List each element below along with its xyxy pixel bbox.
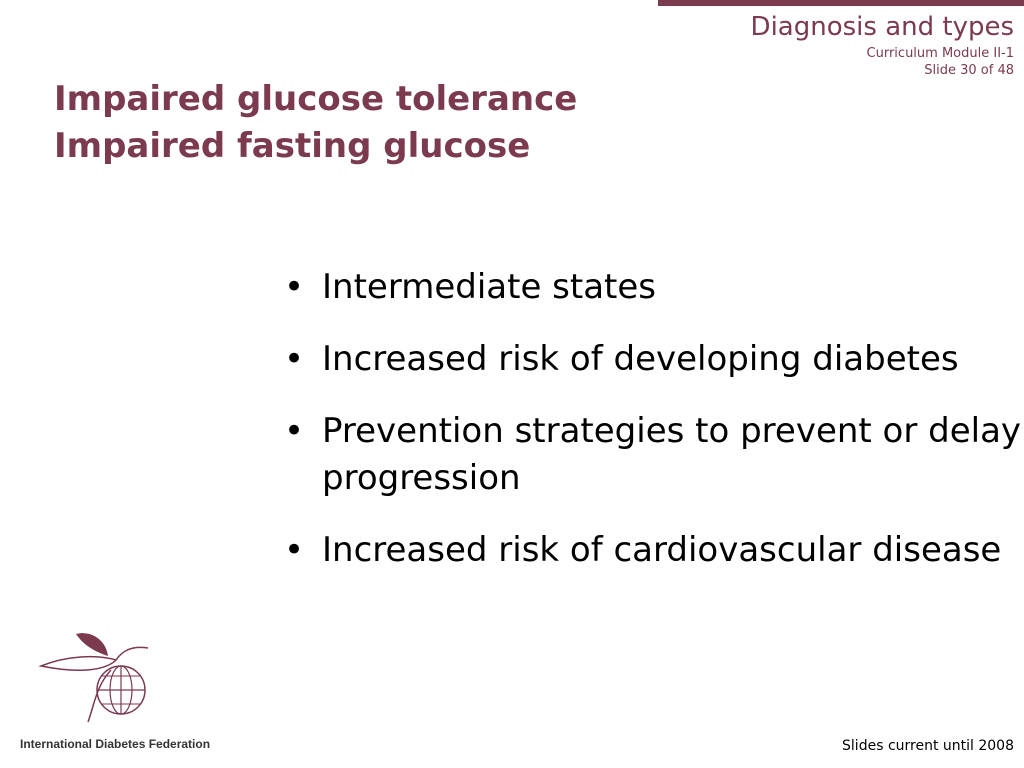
bullet-item: Increased risk of developing diabetes — [284, 336, 1024, 383]
bullet-item: Prevention strategies to prevent or dela… — [284, 408, 1024, 502]
section-title: Diagnosis and types — [750, 12, 1014, 42]
title-line: Impaired glucose tolerance — [54, 79, 578, 119]
bullet-list: Intermediate states Increased risk of dev… — [284, 264, 1024, 599]
slide-title: Impaired glucose tolerance Impaired fast… — [54, 76, 577, 170]
logo — [38, 633, 149, 723]
slide-number: Slide 30 of 48 — [924, 63, 1014, 78]
module-label: Curriculum Module II-1 — [866, 46, 1014, 61]
bullet-item: Increased risk of cardiovascular disease — [284, 527, 1024, 574]
title-line: Impaired fasting glucose — [54, 126, 531, 166]
top-bar — [658, 0, 1024, 6]
bullet-item: Intermediate states — [284, 264, 1024, 311]
footer-note: Slides current until 2008 — [842, 738, 1014, 754]
logo-text: International Diabetes Federation — [20, 737, 211, 751]
